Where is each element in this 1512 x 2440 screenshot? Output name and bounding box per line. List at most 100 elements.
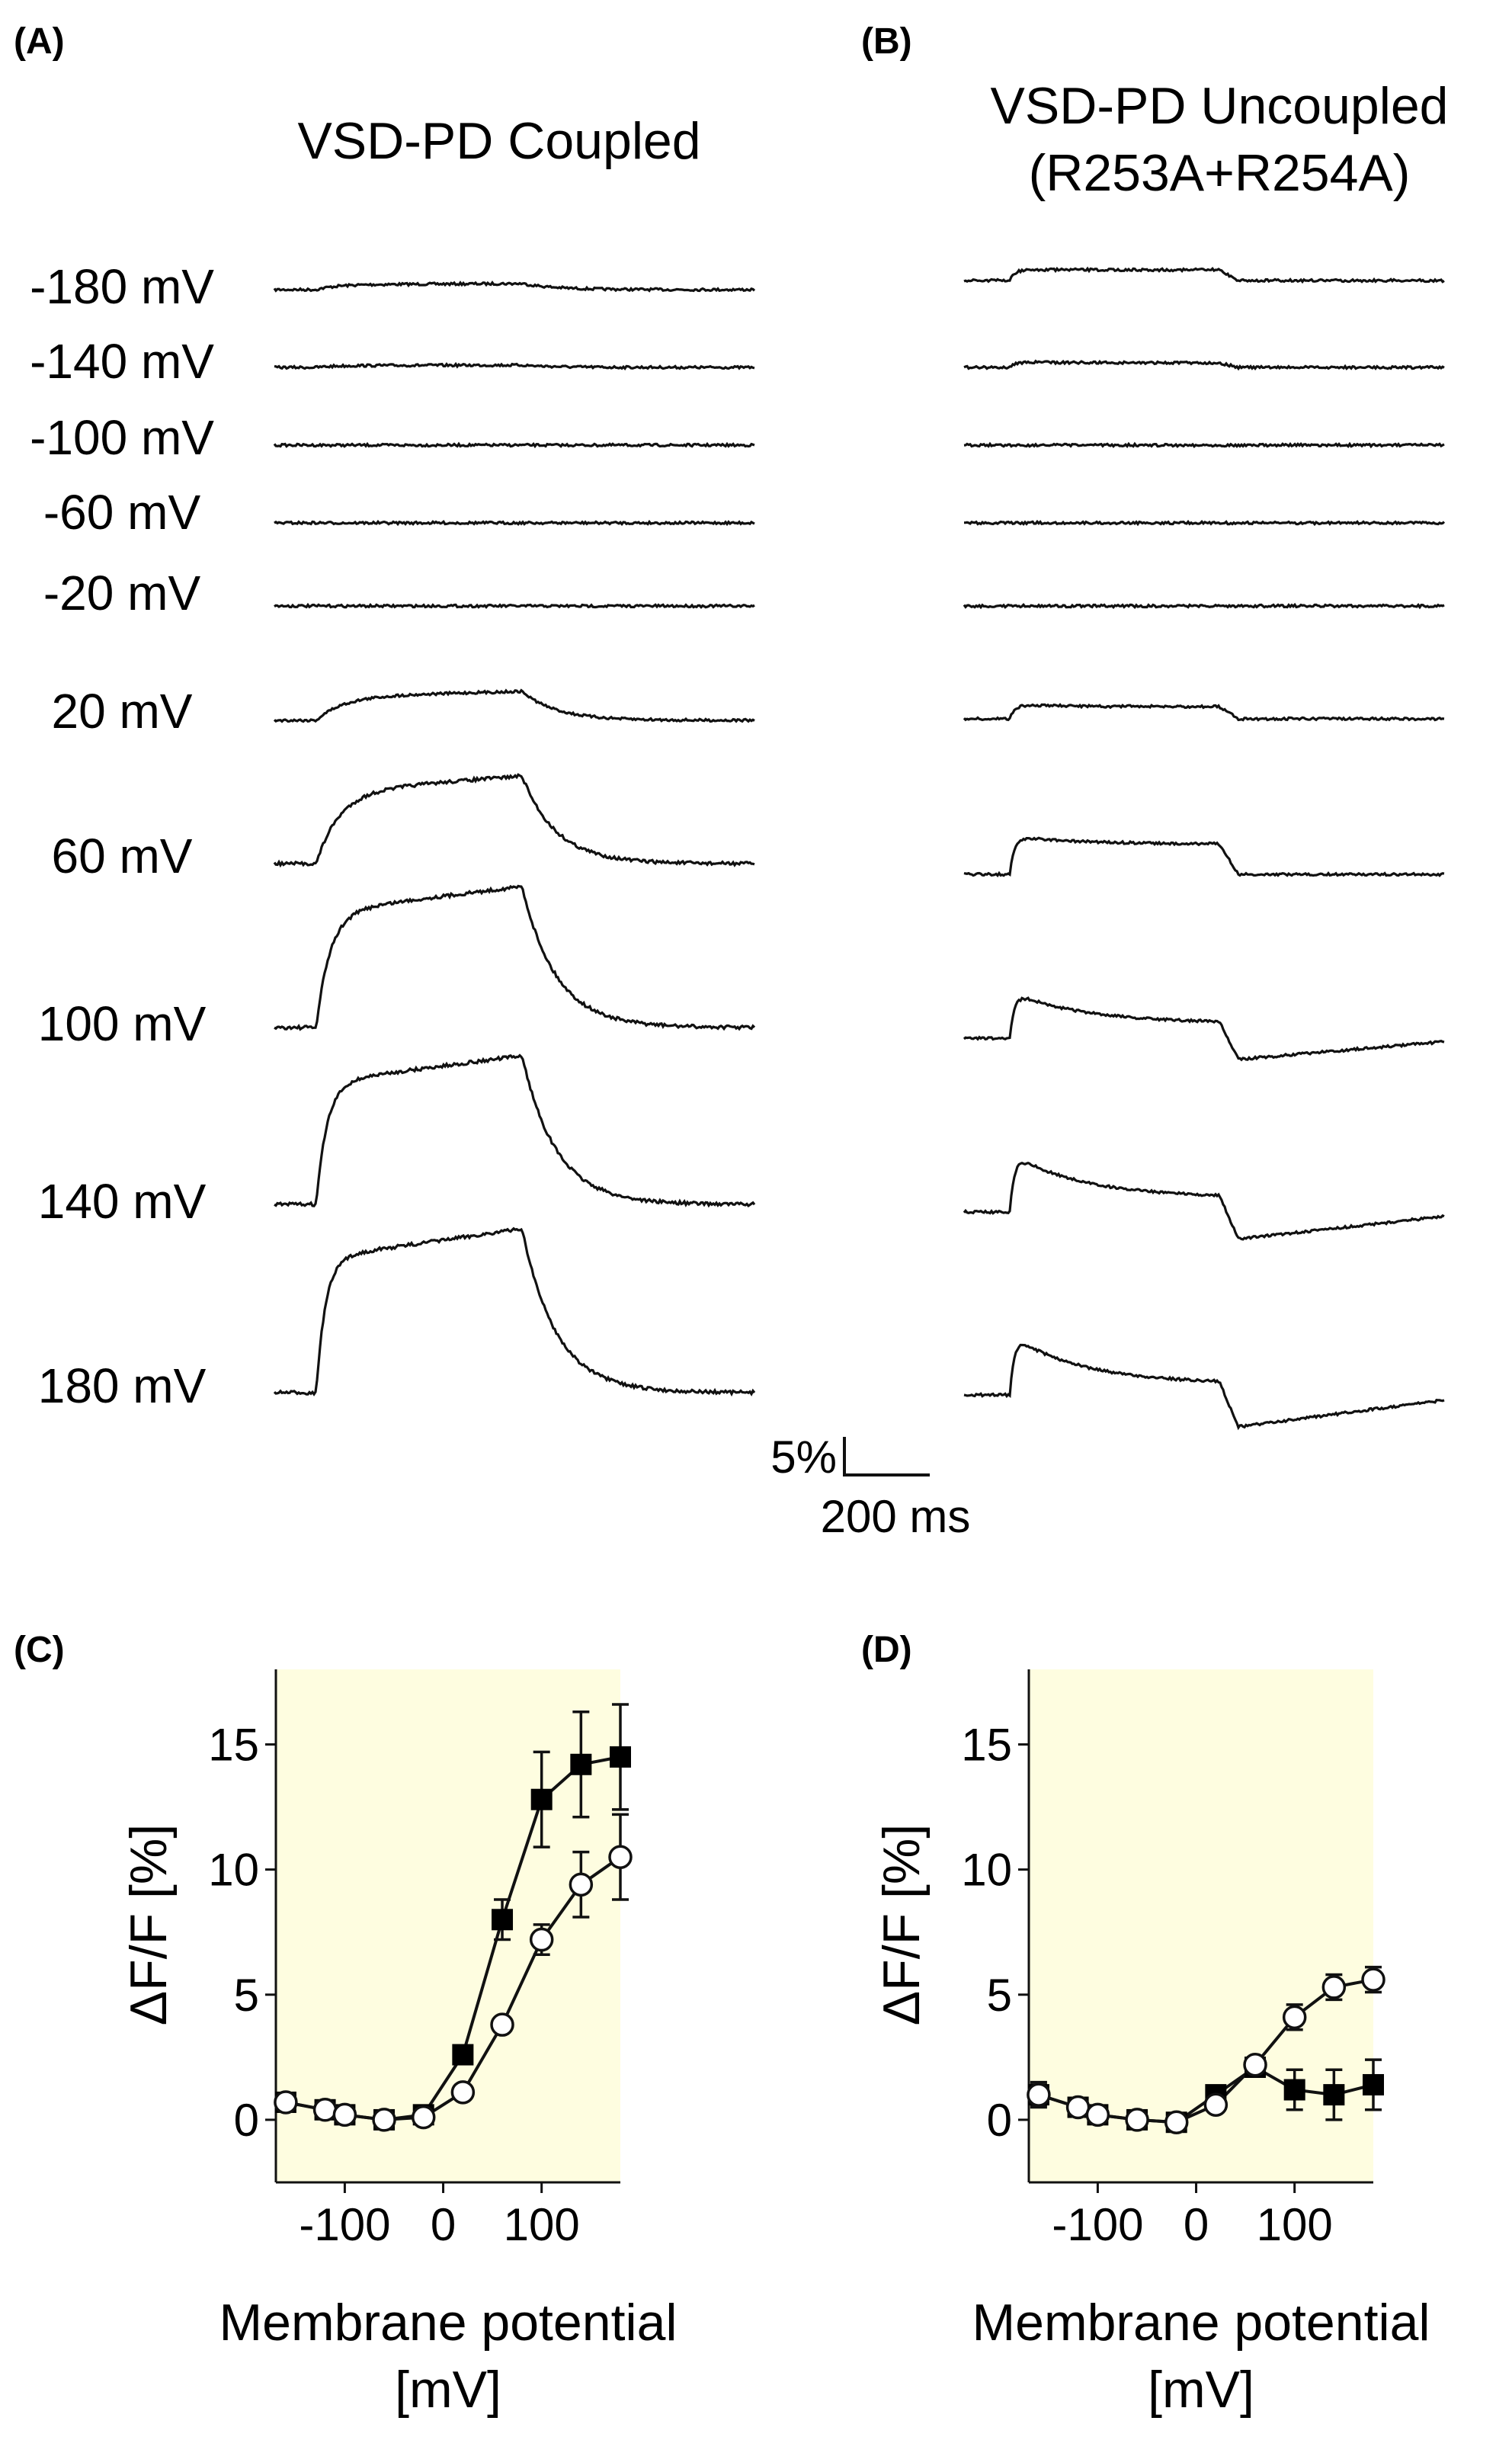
data-point-open-circle [1361,1967,1385,1992]
x-tick-label: 100 [504,2199,580,2250]
plot-c-x-title-line1: Membrane potential [219,2294,677,2352]
voltage-label: -60 mV [43,485,201,540]
x-tick-label: 0 [1184,2199,1209,2250]
plot-d-x-ticks: -100 0 100 [1052,2182,1333,2250]
data-point-open-circle [1164,2110,1189,2134]
data-point-open-circle [608,1845,633,1869]
panel-b-title-line1: VSD-PD Uncoupled [991,77,1449,135]
data-point-open-circle [529,1927,554,1952]
plot-c-y-ticks: 0 5 10 15 [208,1719,276,2146]
data-point-open-circle [1203,2092,1228,2117]
trace-uncoupled [963,359,1445,371]
data-point-open-circle [1085,2102,1110,2127]
data-point-filled-square [1363,2073,1384,2095]
voltage-label: 100 mV [38,996,207,1051]
data-point-filled-square [1323,2084,1345,2106]
data-point-open-circle [1321,1975,1347,1999]
y-tick-label: 15 [208,1719,259,1770]
voltage-label: -140 mV [30,334,214,389]
plot-d-series [1027,1965,1385,2134]
data-point-filled-square [530,1788,553,1810]
data-point-filled-square [1283,2079,1305,2101]
data-point-open-circle [332,2102,357,2127]
panel-letter-b: (B) [861,21,912,62]
trace-coupled [273,280,756,293]
scale-bar-y-label: 5% [770,1432,837,1483]
trace-coupled [273,1226,756,1397]
scale-bar: 5% 200 ms [770,1432,970,1542]
trace-uncoupled [963,1343,1445,1431]
trace-coupled [273,688,755,723]
traces-uncoupled [963,266,1446,1431]
plot-d-x-title-line1: Membrane potential [972,2294,1430,2352]
y-tick-label: 0 [234,2095,259,2146]
trace-coupled [274,602,755,609]
plot-c: 0 5 10 15 -100 0 100 ΔF/F [%] Membrane potent… [120,1669,678,2419]
panel-letter-c: (C) [14,1630,65,1670]
data-point-filled-square [452,2044,474,2066]
trace-coupled [274,519,755,527]
trace-coupled [273,441,755,449]
data-point-open-circle [450,2080,476,2105]
scale-bar-x-label: 200 ms [821,1491,971,1542]
data-point-open-circle [372,2108,396,2132]
y-tick-label: 15 [961,1719,1012,1770]
voltage-label: 140 mV [38,1174,207,1229]
trace-uncoupled [963,996,1445,1062]
data-point-open-circle [1125,2108,1149,2132]
trace-coupled [273,773,755,868]
data-point-open-circle [569,1872,594,1897]
trace-uncoupled [963,266,1445,284]
voltage-label: -180 mV [30,259,214,314]
trace-uncoupled [963,602,1445,610]
data-point-open-circle [411,2105,436,2130]
panel-a-title: VSD-PD Coupled [297,112,700,170]
voltage-label: 180 mV [38,1358,207,1413]
trace-uncoupled [963,703,1445,722]
trace-coupled [274,1053,756,1208]
panel-letter-d: (D) [861,1630,912,1670]
data-point-open-circle [1282,2005,1307,2030]
plot-c-x-title-line2: [mV] [395,2361,501,2419]
voltage-label: -20 mV [43,566,201,620]
trace-uncoupled [963,441,1445,449]
x-tick-label: -100 [1052,2199,1143,2250]
panel-b-title-line2: (R253A+R254A) [1029,144,1411,202]
plot-d-y-title: ΔF/F [%] [873,1824,931,2026]
x-tick-label: -100 [299,2199,390,2250]
voltage-label: -100 mV [30,410,214,465]
x-tick-label: 0 [431,2199,456,2250]
data-point-open-circle [1243,2052,1267,2077]
y-tick-label: 10 [208,1845,259,1896]
data-point-open-circle [1027,2082,1051,2107]
trace-uncoupled [964,519,1446,527]
voltage-label: 20 mV [52,684,193,739]
trace-coupled [274,884,756,1031]
trace-uncoupled [963,836,1445,878]
plot-c-y-title: ΔF/F [%] [120,1824,178,2026]
data-point-filled-square [610,1746,631,1768]
x-tick-label: 100 [1257,2199,1333,2250]
plot-d: 0 5 10 15 -100 0 100 ΔF/F [%] Membrane potent… [873,1669,1430,2419]
y-tick-label: 10 [961,1845,1012,1896]
data-point-open-circle [274,2090,298,2115]
plot-c-background [276,1669,620,2182]
plot-c-x-ticks: -100 0 100 [299,2182,580,2250]
panel-letter-a: (A) [14,21,65,62]
plot-d-x-title-line2: [mV] [1148,2361,1254,2419]
voltage-label: 60 mV [52,829,193,883]
plot-d-y-ticks: 0 5 10 15 [961,1719,1029,2146]
trace-coupled [274,361,755,370]
data-point-filled-square [570,1753,592,1775]
trace-uncoupled [963,1161,1445,1241]
plot-c-series [274,1703,633,2132]
data-point-open-circle [1065,2095,1091,2120]
data-point-open-circle [490,2012,514,2037]
y-tick-label: 5 [987,1970,1012,2021]
y-tick-label: 5 [234,1970,259,2021]
y-tick-label: 0 [987,2095,1012,2146]
data-point-open-circle [312,2098,338,2122]
data-point-filled-square [492,1909,514,1931]
traces-coupled [273,280,756,1397]
